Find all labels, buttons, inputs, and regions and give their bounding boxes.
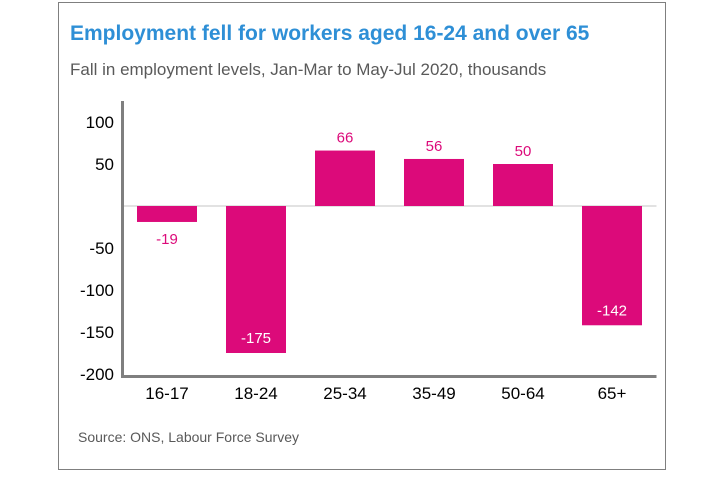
chart-title: Employment fell for workers aged 16-24 a… xyxy=(70,22,590,45)
bar-18-24 xyxy=(226,206,286,353)
bar-16-17 xyxy=(137,206,197,222)
data-label-16-17: -19 xyxy=(156,231,178,248)
data-label-35-49: 56 xyxy=(426,138,443,155)
x-tick-label-65+: 65+ xyxy=(598,384,627,403)
x-tick-label-18-24: 18-24 xyxy=(234,384,277,403)
chart-source: Source: ONS, Labour Force Survey xyxy=(78,429,299,445)
bar-35-49 xyxy=(404,158,464,206)
bar-65+ xyxy=(582,206,642,326)
x-tick-label-16-17: 16-17 xyxy=(145,384,188,403)
bar-25-34 xyxy=(315,150,375,206)
data-label-65+: -142 xyxy=(597,302,627,319)
y-tick-label: -150 xyxy=(80,323,114,342)
x-tick-label-25-34: 25-34 xyxy=(323,384,366,403)
data-label-50-64: 50 xyxy=(515,143,532,160)
y-tick-label: -200 xyxy=(80,365,114,384)
chart-frame xyxy=(58,2,666,470)
chart-subtitle: Fall in employment levels, Jan-Mar to Ma… xyxy=(70,60,547,79)
x-tick-label-35-49: 35-49 xyxy=(412,384,455,403)
y-tick-label: -100 xyxy=(80,281,114,300)
y-tick-label: 100 xyxy=(86,113,114,132)
y-tick-label: -50 xyxy=(89,239,114,258)
x-tick-label-50-64: 50-64 xyxy=(501,384,544,403)
y-tick-label: 50 xyxy=(95,155,114,174)
data-label-25-34: 66 xyxy=(337,130,354,147)
data-label-18-24: -175 xyxy=(241,330,271,347)
bar-50-64 xyxy=(493,164,553,206)
